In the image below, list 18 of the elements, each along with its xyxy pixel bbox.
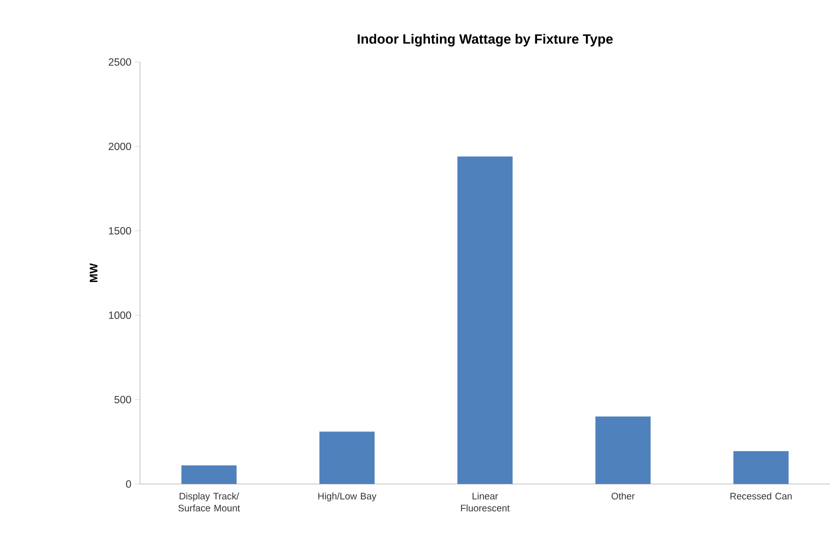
y-tick-label: 1000 bbox=[109, 312, 132, 319]
y-tick-label: 500 bbox=[114, 396, 132, 404]
y-tick-label: 2500 bbox=[108, 58, 132, 66]
chart-title: Indoor Lighting Wattage by Fixture Type bbox=[358, 34, 613, 46]
bar bbox=[733, 451, 789, 484]
x-tick-label: High/Low Bay bbox=[318, 492, 376, 502]
x-tick-label: Recessed Can bbox=[730, 492, 792, 500]
x-tick-label: Linear Fluorescent bbox=[461, 492, 510, 512]
bar bbox=[457, 156, 513, 484]
y-axis-title: MW bbox=[90, 263, 98, 282]
y-tick-label: 1500 bbox=[109, 227, 132, 235]
bar bbox=[595, 416, 651, 484]
bar bbox=[181, 465, 237, 484]
bar bbox=[319, 432, 375, 484]
x-tick-label: Display Track/ Surface Mount bbox=[178, 492, 240, 512]
y-tick-label: 0 bbox=[126, 480, 132, 488]
y-tick-label: 2000 bbox=[108, 142, 132, 150]
x-tick-label: Other bbox=[612, 492, 635, 500]
